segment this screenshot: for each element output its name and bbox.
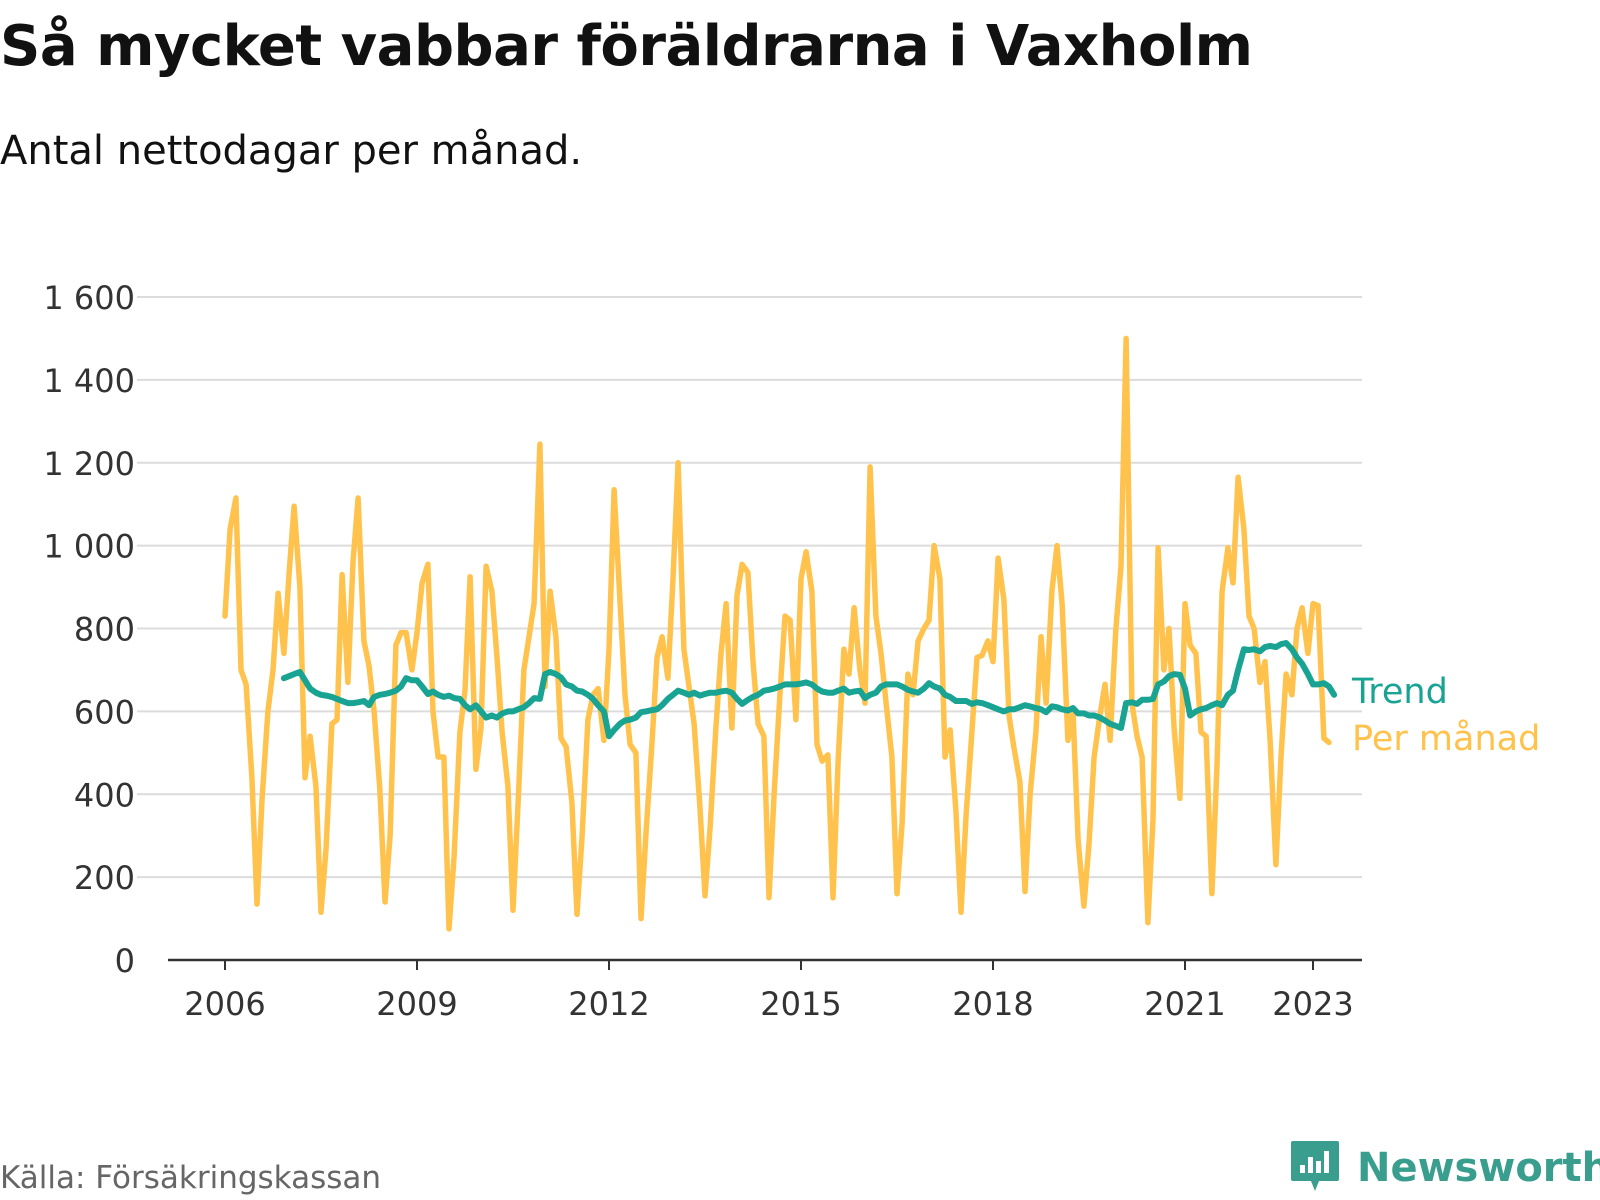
- chart-subtitle: Antal nettodagar per månad.: [0, 128, 583, 174]
- x-tick-label: 2023: [1272, 985, 1353, 1023]
- x-tick-label: 2012: [568, 985, 649, 1023]
- trend-series-label: Trend: [1351, 672, 1448, 712]
- chart-title: Så mycket vabbar föräldrarna i Vaxholm: [0, 14, 1253, 79]
- newsworthy-logo-icon: [1291, 1141, 1339, 1191]
- x-tick-label: 2015: [760, 985, 841, 1023]
- x-tick-label: 2009: [376, 985, 457, 1023]
- y-tick-label: 200: [74, 859, 135, 897]
- y-tick-label: 1 600: [43, 279, 135, 317]
- y-tick-label: 1 000: [43, 528, 135, 566]
- monthly-series-line: [222, 335, 1332, 932]
- monthly-series-label: Per månad: [1352, 718, 1540, 759]
- y-tick-label: 0: [115, 942, 135, 980]
- y-tick-label: 1 200: [43, 445, 135, 483]
- y-tick-label: 600: [74, 693, 135, 731]
- x-tick-label: 2006: [184, 985, 265, 1023]
- y-tick-label: 1 400: [43, 362, 135, 400]
- brand-name: Newsworthy: [1357, 1145, 1600, 1191]
- brand-logo: Newsworthy: [1289, 1140, 1600, 1196]
- trend-series-line: [280, 640, 1338, 740]
- y-tick-label: 800: [74, 611, 135, 649]
- x-tick-label: 2021: [1144, 985, 1225, 1023]
- source-note: Källa: Försäkringskassan: [0, 1160, 382, 1196]
- line-chart: 0 200 400 600 800 1 000 1 200 1 400 1 600 2006 200…: [43, 279, 1540, 1023]
- x-tick-label: 2018: [952, 985, 1033, 1023]
- y-tick-label: 400: [74, 776, 135, 814]
